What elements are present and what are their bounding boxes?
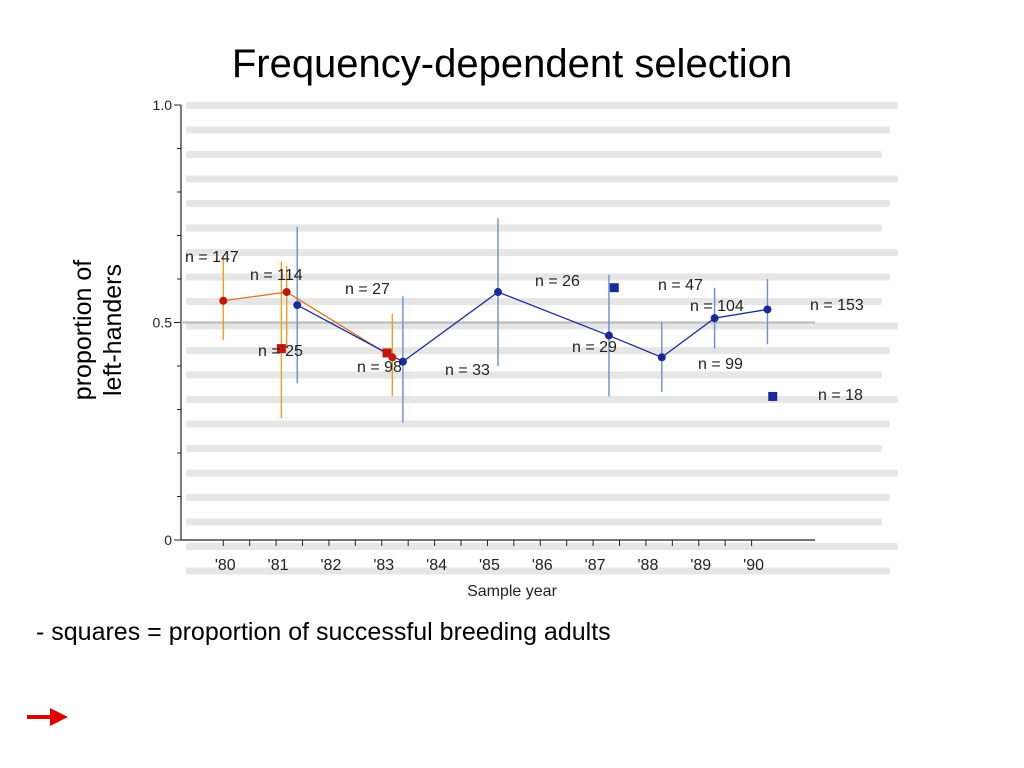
error-bars bbox=[222, 218, 769, 423]
ghost-text-line bbox=[186, 273, 890, 281]
ghost-text-line bbox=[186, 200, 890, 207]
ghost-text-line bbox=[186, 469, 898, 477]
data-point-circle bbox=[219, 296, 228, 305]
n-label: n = 18 bbox=[818, 387, 863, 404]
ghost-text-line bbox=[186, 102, 898, 109]
caption: - squares = proportion of successful bre… bbox=[36, 618, 611, 646]
n-label: n = 26 bbox=[535, 273, 580, 290]
background-text-ghost bbox=[186, 102, 898, 575]
data-points bbox=[219, 283, 778, 401]
x-tick-label: '87 bbox=[585, 557, 606, 574]
data-point-square bbox=[382, 348, 392, 358]
ghost-text-line bbox=[186, 126, 890, 134]
n-label: n = 114 bbox=[250, 267, 303, 284]
x-tick-label: '83 bbox=[373, 557, 394, 574]
ghost-text-line bbox=[186, 567, 890, 575]
data-point-circle bbox=[398, 357, 407, 366]
ghost-text-line bbox=[186, 420, 890, 428]
n-label: n = 27 bbox=[345, 281, 390, 298]
ghost-text-line bbox=[186, 151, 882, 158]
ghost-text-line bbox=[186, 298, 882, 305]
ghost-text-line bbox=[186, 175, 898, 183]
n-labels: n = 147 n = 114 n = 27 n = 33 n = 26 n = 29 n … bbox=[185, 249, 864, 404]
n-label: n = 29 bbox=[572, 339, 617, 356]
x-tick-label: '90 bbox=[743, 557, 764, 574]
data-point-circle bbox=[293, 301, 302, 310]
data-point-circle bbox=[763, 305, 772, 314]
data-point-circle bbox=[494, 288, 502, 297]
data-point-circle bbox=[657, 353, 666, 362]
y-tick-label: 0 bbox=[164, 532, 172, 548]
ghost-text-line bbox=[186, 224, 882, 232]
data-point-circle bbox=[604, 331, 613, 340]
n-label: n = 47 bbox=[658, 277, 703, 294]
n-label: n = 104 bbox=[690, 298, 744, 315]
chart-axes: 0 0.5 1.0 '80 '81 '82 '83 '84 '85 '86 '87 '88 '89 '90 bbox=[153, 97, 815, 574]
n-label: n = 25 bbox=[258, 343, 303, 360]
x-tick-label: '81 bbox=[268, 557, 289, 574]
x-tick-label: '89 bbox=[690, 557, 711, 574]
ghost-text-line bbox=[186, 322, 898, 330]
ghost-text-line bbox=[186, 518, 882, 526]
data-point-circle bbox=[710, 314, 719, 323]
x-tick-label: '85 bbox=[479, 557, 500, 574]
n-label: n = 153 bbox=[810, 297, 864, 314]
x-tick-label: '86 bbox=[532, 557, 553, 574]
n-label: n = 99 bbox=[698, 356, 743, 373]
ghost-text-line bbox=[186, 249, 898, 256]
data-point-square bbox=[768, 391, 778, 401]
ghost-text-line bbox=[186, 371, 882, 379]
ghost-text-line bbox=[186, 543, 898, 550]
n-label: n = 98 bbox=[357, 359, 402, 376]
x-tick-label: '82 bbox=[321, 557, 342, 574]
ghost-text-line bbox=[186, 347, 890, 354]
y-tick-label: 0.5 bbox=[153, 315, 173, 331]
y-tick-label: 1.0 bbox=[153, 97, 173, 113]
data-point-circle bbox=[282, 288, 291, 297]
data-point-square bbox=[276, 344, 286, 354]
data-point-square bbox=[609, 283, 619, 293]
slide-title: Frequency-dependent selection bbox=[231, 42, 793, 86]
ghost-text-line bbox=[186, 445, 882, 452]
x-tick-label: '84 bbox=[426, 557, 447, 574]
n-label: n = 147 bbox=[185, 249, 239, 266]
x-axis-label: Sample year bbox=[467, 583, 557, 600]
ghost-text-line bbox=[186, 396, 898, 403]
x-tick-label: '88 bbox=[638, 557, 659, 574]
ghost-text-line bbox=[186, 494, 890, 501]
n-label: n = 33 bbox=[445, 362, 490, 379]
right-arrow-icon[interactable] bbox=[24, 703, 70, 731]
x-tick-label: '80 bbox=[215, 557, 236, 574]
